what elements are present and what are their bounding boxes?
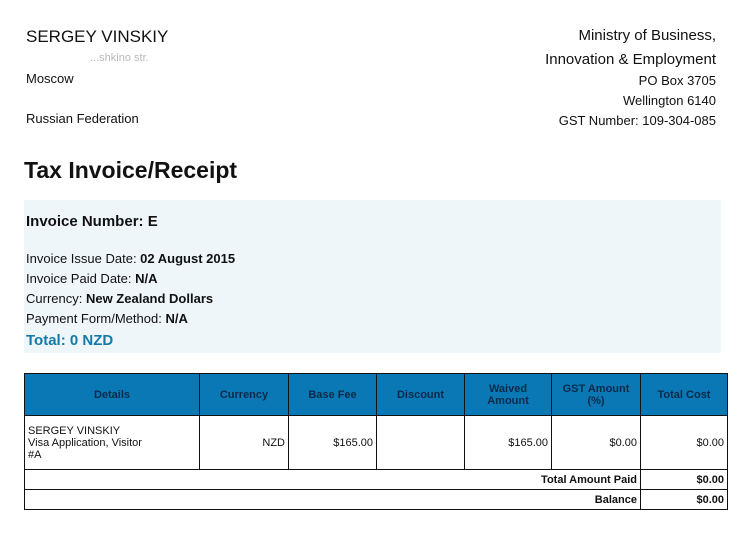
base-fee-cell: $165.00 [288, 415, 377, 470]
sender-country: Russian Federation [26, 111, 139, 126]
invoice-summary-box [24, 200, 721, 353]
invoice-total: Total: 0 NZD [26, 332, 114, 349]
discount-cell [376, 415, 465, 470]
total-cell: $0.00 [640, 415, 728, 470]
total-paid-value: $0.00 [640, 469, 728, 490]
col-base-fee: Base Fee [288, 373, 377, 416]
currency: Currency: New Zealand Dollars [26, 291, 213, 306]
value: 02 August 2015 [140, 251, 236, 266]
detail-line: SERGEY VINSKIY [28, 424, 121, 437]
gst-cell: $0.00 [551, 415, 641, 470]
label: Invoice Paid Date: [26, 271, 136, 286]
balance-row: Balance $0.00 [24, 489, 728, 510]
payment-method: Payment Form/Method: N/A [26, 311, 188, 326]
col-currency: Currency [199, 373, 289, 416]
value: New Zealand Dollars [85, 291, 214, 306]
page-title: Tax Invoice/Receipt [24, 157, 238, 183]
value: N/A [165, 311, 188, 326]
label: Currency: [26, 291, 86, 306]
sender-city: Moscow [26, 71, 74, 86]
sender-name: SERGEY VINSKIY [26, 27, 169, 46]
balance-label: Balance [24, 489, 641, 510]
balance-value: $0.00 [640, 489, 728, 510]
total-paid-label: Total Amount Paid [24, 469, 641, 490]
paid-date: Invoice Paid Date: N/A [26, 271, 158, 286]
col-waived: Waived Amount [464, 373, 552, 416]
table-row: SERGEY VINSKIY Visa Application, Visitor #… [24, 415, 728, 470]
value: N/A [135, 271, 158, 286]
recipient-gst: GST Number: 109-304-085 [558, 113, 716, 128]
col-discount: Discount [376, 373, 465, 416]
waived-cell: $165.00 [464, 415, 552, 470]
total-paid-row: Total Amount Paid $0.00 [24, 469, 728, 490]
detail-line: Visa Application, Visitor [28, 436, 142, 449]
table-header-row: Details Currency Base Fee Discount Waive… [24, 373, 728, 416]
currency-cell: NZD [199, 415, 289, 470]
recipient-line: Innovation & Employment [545, 51, 716, 68]
col-details: Details [24, 373, 200, 416]
recipient-line: Ministry of Business, [578, 27, 716, 44]
invoice-table: Details Currency Base Fee Discount Waive… [24, 373, 728, 510]
sender-street: ...shkino str. [90, 52, 149, 64]
label: Payment Form/Method: [26, 311, 166, 326]
recipient-line: PO Box 3705 [638, 73, 716, 88]
col-gst: GST Amount (%) [551, 373, 641, 416]
label: Invoice Issue Date: [26, 251, 141, 266]
issue-date: Invoice Issue Date: 02 August 2015 [26, 251, 235, 266]
col-total: Total Cost [640, 373, 728, 416]
invoice-number: Invoice Number: E [26, 213, 158, 230]
detail-line: #A [28, 448, 42, 461]
details-cell: SERGEY VINSKIY Visa Application, Visitor #… [24, 415, 200, 470]
recipient-line: Wellington 6140 [623, 93, 716, 108]
